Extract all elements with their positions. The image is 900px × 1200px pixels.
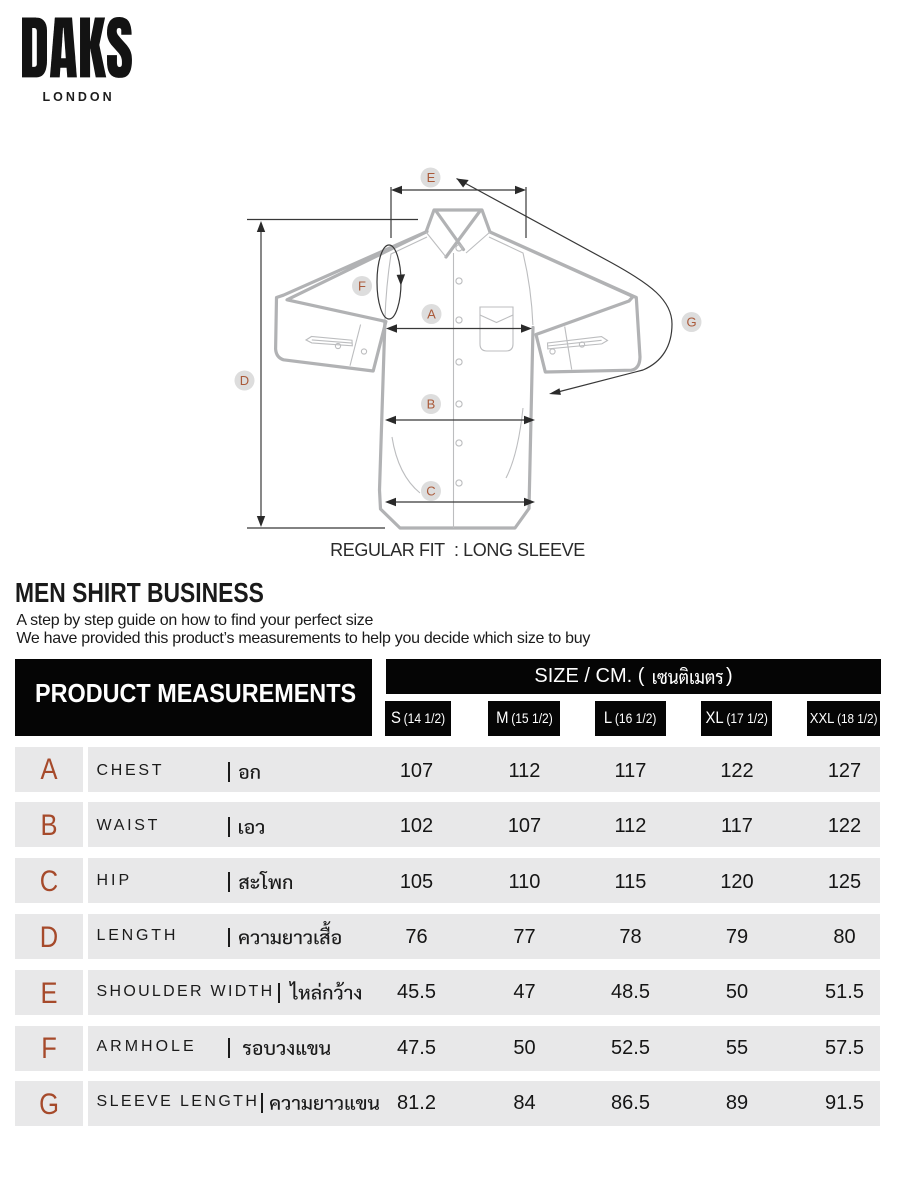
svg-text:B: B (427, 397, 436, 412)
svg-text:G: G (686, 315, 696, 330)
svg-text:A: A (427, 307, 436, 322)
svg-text:F: F (358, 279, 366, 294)
svg-text:E: E (427, 170, 436, 185)
svg-text:C: C (426, 484, 435, 499)
svg-text:D: D (240, 373, 249, 388)
